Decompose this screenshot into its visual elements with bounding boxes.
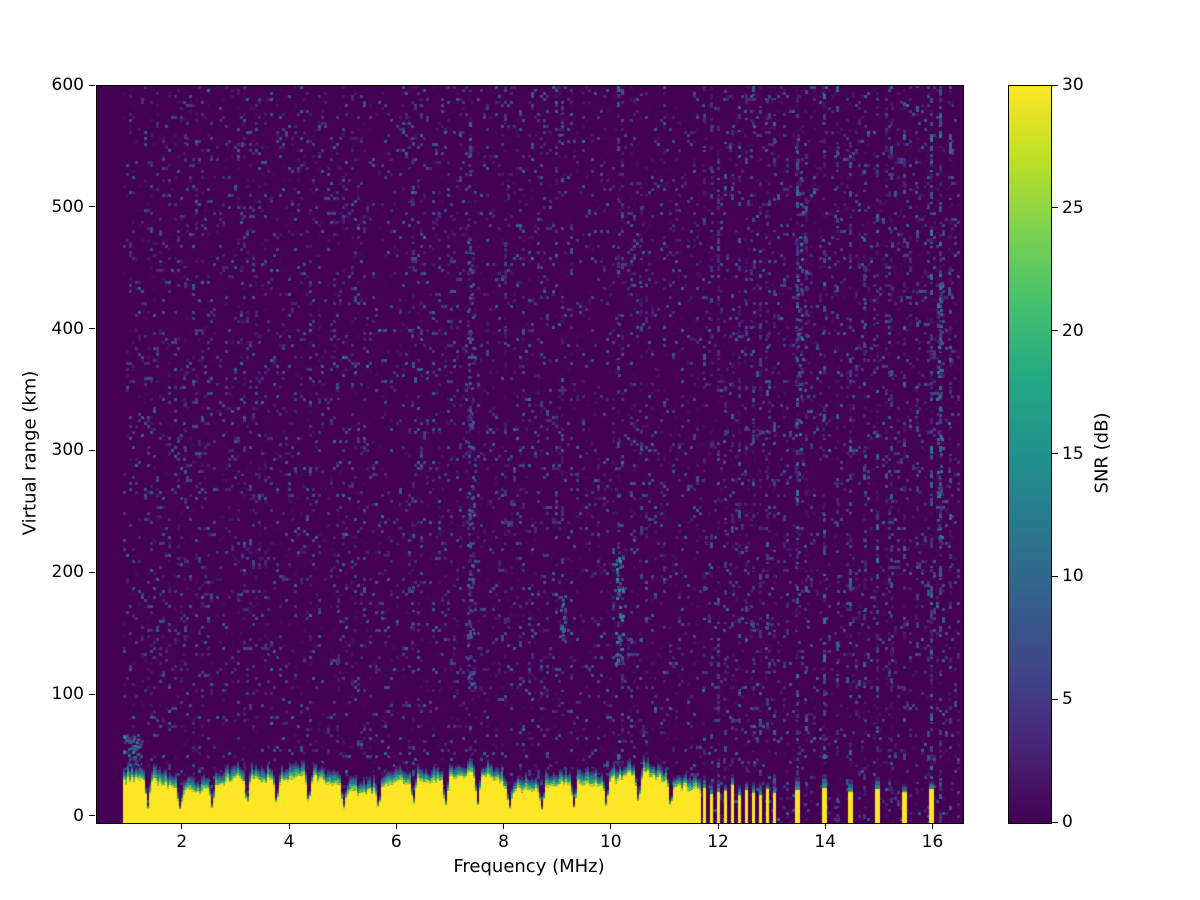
y-axis-tick bbox=[89, 449, 95, 451]
y-axis-tick bbox=[89, 815, 95, 817]
x-axis-tick bbox=[610, 823, 612, 829]
x-axis-tick-label: 14 bbox=[814, 832, 837, 852]
colorbar-tick bbox=[1052, 698, 1058, 700]
plot-area bbox=[96, 85, 964, 824]
y-axis-tick bbox=[89, 84, 95, 86]
x-axis-tick-label: 6 bbox=[390, 832, 402, 852]
colorbar-tick-label: 15 bbox=[1062, 443, 1084, 464]
x-axis-tick bbox=[503, 823, 505, 829]
x-axis-tick bbox=[824, 823, 826, 829]
y-axis-tick bbox=[89, 571, 95, 573]
snr-heatmap-canvas bbox=[97, 86, 963, 823]
y-axis-tick-label: 200 bbox=[51, 562, 84, 583]
y-axis-tick-label: 0 bbox=[73, 805, 84, 826]
x-axis-tick bbox=[395, 823, 397, 829]
x-axis-tick-label: 10 bbox=[599, 832, 622, 852]
y-axis-tick-label: 300 bbox=[51, 440, 84, 461]
y-axis-tick-label: 100 bbox=[51, 684, 84, 705]
colorbar-tick bbox=[1052, 453, 1058, 454]
colorbar-tick bbox=[1052, 821, 1058, 823]
colorbar-tick-label: 30 bbox=[1062, 75, 1084, 95]
colorbar-tick bbox=[1052, 84, 1058, 86]
y-axis-tick-label: 400 bbox=[51, 318, 84, 339]
colorbar-gradient-canvas bbox=[1009, 86, 1051, 823]
x-axis-label: Frequency (MHz) bbox=[453, 856, 605, 877]
y-axis-tick bbox=[89, 328, 95, 330]
colorbar-tick bbox=[1052, 330, 1058, 332]
x-axis-tick-label: 16 bbox=[921, 832, 944, 852]
colorbar-tick-label: 0 bbox=[1062, 812, 1073, 832]
x-axis-tick bbox=[288, 823, 290, 829]
y-axis-tick-label: 600 bbox=[51, 75, 84, 95]
colorbar-tick bbox=[1052, 575, 1058, 577]
colorbar-tick-label: 25 bbox=[1062, 197, 1084, 218]
colorbar-tick-label: 20 bbox=[1062, 320, 1084, 341]
colorbar-tick bbox=[1052, 207, 1058, 209]
x-axis-tick-label: 12 bbox=[707, 832, 729, 852]
x-axis-tick-label: 4 bbox=[283, 832, 295, 852]
x-axis-tick-label: 2 bbox=[176, 832, 188, 852]
y-axis-tick bbox=[89, 206, 95, 208]
colorbar-tick-label: 10 bbox=[1062, 566, 1084, 587]
colorbar-tick-label: 5 bbox=[1062, 689, 1073, 710]
y-axis-tick-label: 500 bbox=[51, 196, 84, 217]
x-axis-tick bbox=[932, 823, 933, 829]
colorbar bbox=[1008, 85, 1052, 824]
x-axis-tick bbox=[717, 823, 719, 829]
y-axis-tick bbox=[89, 693, 95, 695]
x-axis-tick-label: 8 bbox=[498, 832, 509, 852]
x-axis-tick bbox=[181, 823, 183, 829]
